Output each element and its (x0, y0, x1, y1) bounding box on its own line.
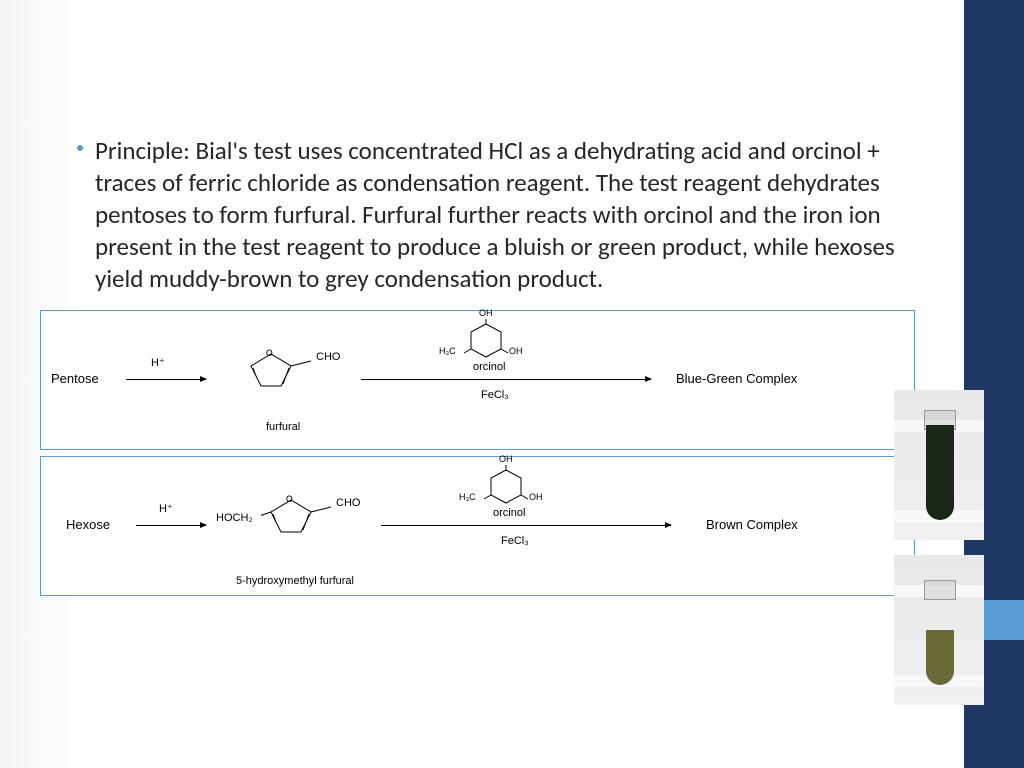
ch3-2: H₃C (459, 492, 476, 502)
orcinol-structure-1 (461, 319, 511, 364)
tube-liquid-green (926, 425, 954, 520)
oh-right-1: OH (509, 346, 523, 356)
h-plus-1: H⁺ (151, 356, 165, 369)
arrow-2 (361, 379, 651, 380)
pentose-label: Pentose (51, 371, 99, 386)
ch3-1: H₃C (439, 346, 456, 356)
h-plus-2: H⁺ (159, 502, 173, 515)
arrow-3 (136, 525, 206, 526)
bullet-icon (77, 145, 83, 151)
product-1: Blue-Green Complex (676, 371, 797, 386)
hoch2: HOCH₂ (216, 512, 253, 524)
oh-right-2: OH (529, 492, 543, 502)
product-2: Brown Complex (706, 517, 798, 532)
reaction-pentose-box: Pentose H⁺ O CHO furfural OH OH H₃C orci… (40, 310, 915, 450)
svg-text:O: O (286, 492, 293, 505)
orcinol-label-2: orcinol (493, 507, 525, 519)
arrow-4 (381, 525, 671, 526)
furfural-name: furfural (266, 421, 300, 433)
tube-top (924, 580, 956, 600)
test-tube-brown-photo (894, 555, 984, 705)
cho-2: CHO (336, 497, 360, 509)
principle-text: Principle: Bial's test uses concentrated… (95, 135, 915, 295)
oh-top-1: OH (479, 308, 493, 318)
hmf-name: 5-hydroxymethyl furfural (236, 575, 354, 587)
cho-1: CHO (316, 351, 340, 363)
orcinol-structure-2 (481, 465, 531, 510)
hexose-label: Hexose (66, 517, 110, 532)
tube-liquid-brown (926, 630, 954, 685)
oh-top-2: OH (499, 454, 513, 464)
fecl3-1: FeCl₃ (481, 389, 509, 401)
svg-text:O: O (266, 346, 273, 359)
orcinol-label-1: orcinol (473, 361, 505, 373)
slide-content: Principle: Bial's test uses concentrated… (95, 135, 915, 596)
test-tube-green-photo (894, 390, 984, 540)
reaction-hexose-box: Hexose H⁺ HOCH₂ O CHO 5-hydroxymethyl fu… (40, 456, 915, 596)
fecl3-2: FeCl₃ (501, 535, 529, 547)
arrow-1 (126, 379, 206, 380)
